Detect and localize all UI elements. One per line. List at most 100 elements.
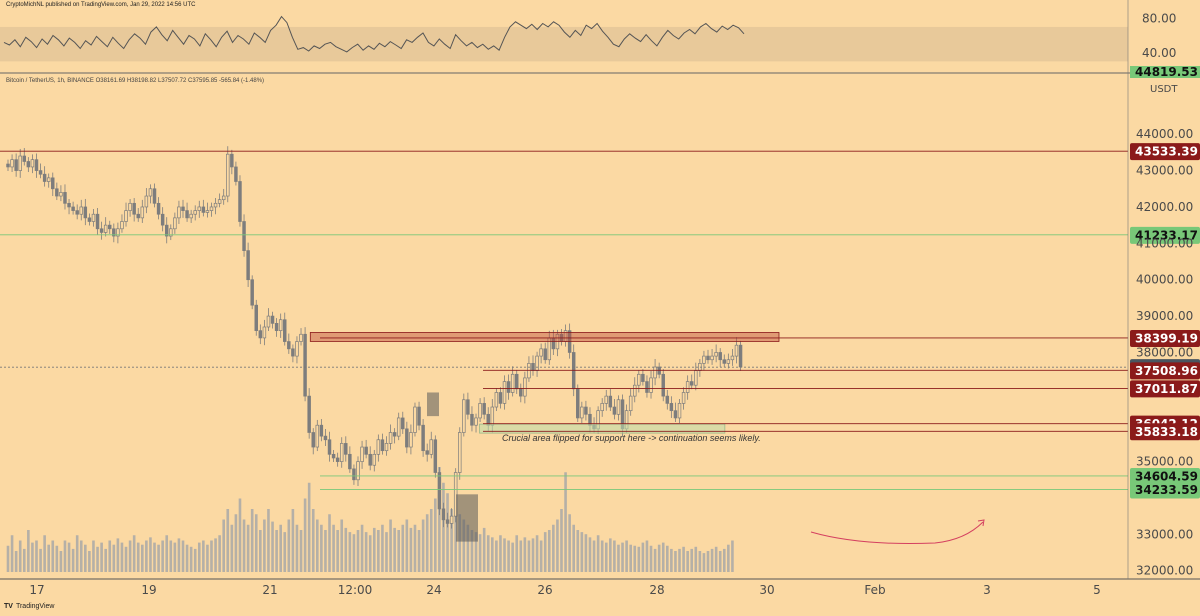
volume-bar [613,540,616,572]
candle-body [291,348,295,357]
volume-bar [136,542,140,572]
candle-body [641,373,645,382]
candle-body [278,319,283,331]
volume-bar [100,542,103,572]
candle-body [413,406,417,433]
price-label-badge [1130,380,1200,398]
axis-unit: USDT [1150,84,1178,95]
candle-body [392,432,397,437]
candle-body [706,355,710,361]
volume-bar [332,524,335,572]
candle-body [441,508,446,521]
candle-body [364,446,368,455]
volume-bar [731,540,734,572]
volume-bar [328,514,331,572]
volume-bar [588,537,592,572]
volume-bar [360,524,364,572]
candle-body [335,457,340,462]
volume-bar [149,537,152,572]
candle-body [653,366,657,379]
volume-bar [14,551,18,572]
volume-bar [596,535,600,572]
candle-body [372,453,377,466]
candle-body [360,446,364,462]
price-label-badge [1130,467,1200,485]
volume-bar [295,524,299,572]
time-tick-label: 30 [759,583,774,597]
volume-bar [523,537,527,572]
highlight-box [427,392,439,417]
price-label-badge [1130,362,1200,380]
candle-body [628,395,633,412]
volume-bar [124,546,128,572]
volume-bar [718,551,722,572]
volume-bar [690,548,694,572]
candle-body [726,359,731,364]
time-tick-label: 3 [983,583,991,597]
volume-bar [259,530,262,572]
time-axis: 17 19 21 12:00 24 26 28 30 Feb 3 5 [0,0,1200,597]
volume-bar [214,538,217,572]
candle-body [462,399,466,433]
volume-bar [254,514,258,572]
volume-bar [649,545,653,572]
price-label-text: 43533.39 [1135,145,1198,159]
candle-body [449,515,454,524]
candle-body [99,228,104,233]
candle-body [22,155,27,162]
symbol-info: Bitcoin / TetherUS, 1h, BINANCE O38161.6… [6,78,264,84]
volume-bar [6,545,10,572]
time-tick-label: 19 [141,583,156,597]
candle-body [669,403,674,412]
candle-body [38,170,43,175]
volume-bar [141,544,144,572]
price-label-text: 37508.96 [1135,364,1198,378]
tradingview-brand[interactable]: TV TradingView [4,603,54,610]
volume-bar [210,540,213,572]
volume-bar [271,521,274,572]
candle-body [689,381,694,386]
candle-body [128,202,132,211]
volume-bar [670,548,673,572]
volume-bar [234,514,238,572]
volume-bar [372,527,376,572]
volume-bar [181,540,185,572]
volume-bar [185,544,189,572]
candle-body [299,333,303,342]
volume-bar [59,551,63,572]
volume-bar [714,546,718,572]
candle-body [421,424,425,452]
support-flip-zone [479,423,726,434]
price-label-badge [1130,226,1200,244]
clipped-label-text: 44819.53 [1135,65,1198,79]
candle-body [714,352,718,357]
volume-bar [641,542,645,572]
volume-bar [381,524,384,572]
candle-body [83,206,88,219]
volume-bar [609,538,612,572]
candle-body [685,381,690,393]
candle-body [108,224,112,230]
candle-body [730,355,735,361]
candle-body [506,381,511,393]
volume-bar [307,482,311,572]
volume-bar [722,548,726,572]
volume-bar [128,540,132,572]
volume-bar [556,519,559,572]
volume-bar [108,540,112,572]
volume-bar [527,540,531,572]
volume-bar [324,530,327,572]
candle-body [254,304,258,331]
candle-body [734,344,739,357]
candle-body [124,210,128,222]
rsi-line [3,15,745,53]
volume-bar [112,544,116,572]
volume-bar [267,509,270,572]
volume-bar [145,540,148,572]
candle-body [55,188,59,197]
candle-body [661,373,665,397]
candle-body [197,206,202,211]
candle-body [637,373,641,386]
volume-bar [397,530,401,572]
candle-body [429,439,433,455]
